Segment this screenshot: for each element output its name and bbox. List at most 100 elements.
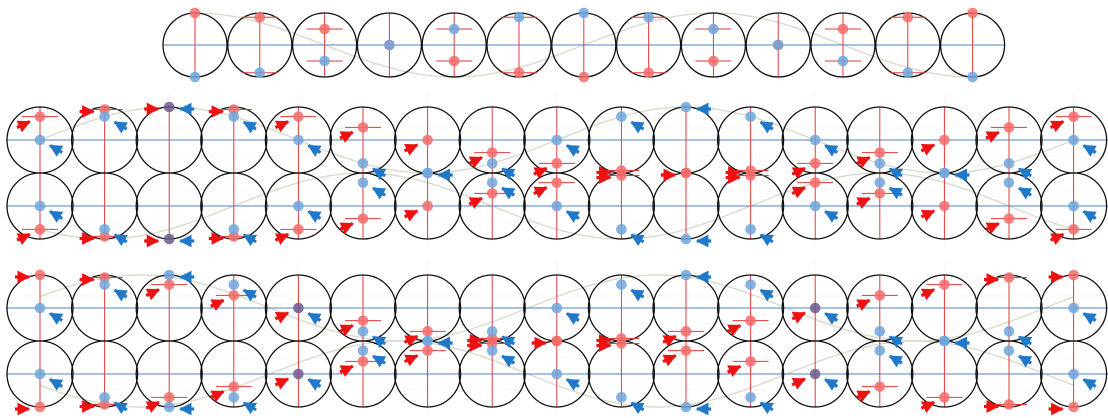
blue-arrow-icon (371, 335, 387, 349)
bottom-blue-point (1068, 302, 1079, 314)
red-arrow-icon (533, 186, 548, 199)
middle-circle-ring (781, 172, 849, 240)
blue-arrow-icon (242, 401, 258, 415)
middle-blue-point (293, 200, 304, 212)
middle-red-point (874, 147, 886, 158)
bottom-red-point (34, 269, 46, 281)
blue-arrow-icon (1017, 167, 1033, 181)
blue-arrow-icon (242, 120, 258, 134)
blue-arrow-icon (501, 167, 516, 181)
middle-blue-point (486, 177, 498, 188)
middle-blue-point (34, 200, 46, 212)
blue-arrow-icon (565, 312, 581, 325)
bottom-blue-point (34, 302, 46, 314)
blue-arrow-icon (307, 210, 322, 223)
middle-blue-point (745, 111, 756, 122)
red-arrow-icon (920, 288, 936, 301)
blue-arrow-icon (113, 120, 128, 134)
bottom-red-point (745, 356, 756, 367)
red-arrow-icon (339, 222, 354, 235)
blue-arrow-icon (824, 378, 839, 391)
blue-arrow-icon (48, 378, 64, 391)
middle-circle-ring (458, 172, 526, 240)
red-arrow-icon (403, 334, 419, 347)
bottom-blue-point (680, 269, 692, 281)
red-arrow-icon (920, 400, 936, 413)
middle-blue-point (874, 177, 886, 188)
bottom-blue-point (551, 302, 563, 314)
bottom-blue-point (745, 279, 756, 290)
red-arrow-icon (791, 377, 807, 390)
middle-circle-ring (846, 172, 914, 240)
top-red-point (254, 11, 266, 23)
bottom-overlap-point (809, 302, 821, 314)
middle-red-point (34, 111, 46, 122)
bottom-blue-point (486, 345, 498, 356)
red-arrow-icon (726, 364, 742, 377)
bottom-red-point (680, 345, 692, 356)
blue-arrow-icon (565, 144, 581, 157)
top-circle-ring (810, 12, 876, 78)
red-arrow-icon (856, 390, 871, 403)
red-arrow-icon (468, 156, 484, 169)
bottom-red-point (357, 315, 369, 326)
bottom-red-point (680, 326, 692, 337)
red-arrow-icon (403, 143, 419, 156)
top-red-point (708, 55, 719, 67)
bottom-red-point (1003, 399, 1015, 410)
bottom-red-point (1068, 401, 1079, 413)
middle-blue-point (422, 167, 433, 179)
middle-red-point (1003, 122, 1015, 133)
bottom-blue-point (228, 279, 240, 290)
top-blue-point (513, 11, 525, 23)
red-arrow-icon (16, 232, 31, 245)
top-blue-point (708, 23, 719, 35)
bottom-red-point (228, 381, 240, 392)
blue-arrow-icon (242, 288, 258, 302)
bottom-circle-ring (846, 340, 914, 408)
blue-arrow-icon (824, 144, 839, 157)
red-arrow-icon (662, 334, 677, 347)
bottom-red-point (939, 279, 950, 290)
middle-circle-ring (523, 172, 591, 240)
middle-circle-ring (6, 172, 74, 240)
blue-arrow-icon (565, 378, 581, 391)
middle-blue-point (1068, 200, 1079, 212)
blue-arrow-icon (630, 288, 645, 302)
middle-red-point (680, 167, 692, 179)
middle-red-point (939, 134, 950, 146)
middle-blue-point (551, 134, 563, 146)
bottom-red-point (163, 279, 175, 290)
middle-blue-point (551, 200, 563, 212)
top-red-point (902, 11, 914, 23)
middle-blue-point (1003, 177, 1015, 188)
middle-blue-point (809, 134, 821, 146)
blue-arrow-icon (307, 312, 322, 325)
middle-red-point (293, 224, 304, 235)
middle-blue-point (228, 111, 240, 122)
top-blue-point (643, 11, 654, 23)
middle-overlap-point (163, 101, 175, 113)
top-circle-ring (291, 12, 358, 78)
middle-red-point (939, 200, 950, 212)
top-blue-point (448, 23, 460, 35)
bottom-red-point (163, 392, 175, 403)
top-circle-ring (680, 12, 747, 78)
red-arrow-icon (662, 354, 677, 367)
blue-arrow-icon (48, 312, 64, 325)
blue-arrow-icon (371, 186, 387, 200)
blue-arrow-icon (759, 120, 774, 134)
bottom-red-point (357, 356, 369, 367)
top-red-point (837, 23, 849, 35)
red-arrow-icon (791, 166, 807, 179)
red-arrow-icon (145, 288, 161, 301)
middle-red-point (357, 213, 369, 224)
top-red-point (319, 23, 330, 35)
blue-arrow-icon (501, 354, 516, 368)
top-red-point (578, 71, 590, 83)
bottom-blue-point (745, 392, 756, 403)
bottom-blue-point (163, 401, 175, 413)
blue-arrow-icon (113, 401, 128, 415)
bottom-blue-point (34, 368, 46, 380)
